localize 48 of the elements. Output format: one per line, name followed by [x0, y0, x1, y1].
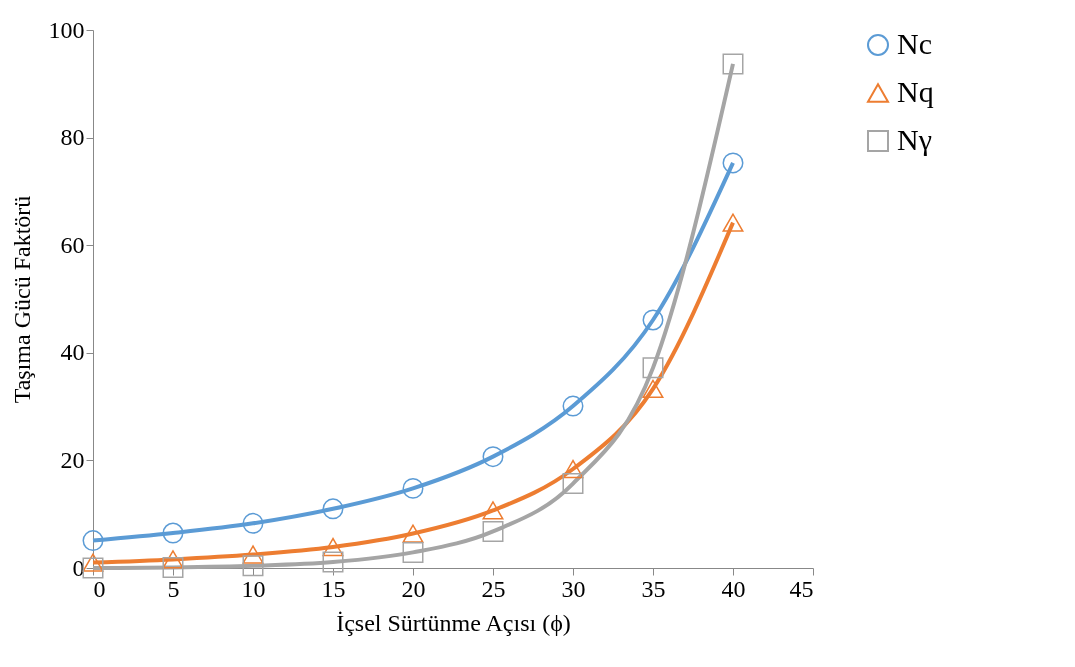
x-tick-label: 0 — [93, 575, 106, 602]
point — [82, 530, 104, 552]
x-axis-title: İçsel Sürtünme Açısı (ϕ) — [336, 609, 571, 636]
y-tick-label: 40 — [60, 339, 85, 366]
y-tick-label: 100 — [48, 16, 85, 43]
point — [482, 501, 504, 520]
x-tick-label: 35 — [641, 575, 666, 602]
point — [562, 395, 584, 417]
point — [322, 537, 344, 557]
x-tick-label: 15 — [321, 575, 346, 602]
point — [482, 520, 504, 542]
point — [562, 473, 584, 495]
x-tick-label: 45 — [789, 575, 814, 602]
point — [722, 152, 744, 174]
point — [322, 498, 344, 520]
x-tick-label: 30 — [561, 575, 586, 602]
point — [162, 550, 184, 569]
point — [482, 446, 504, 468]
point — [722, 53, 744, 75]
y-tick-label: 80 — [60, 124, 85, 151]
point — [722, 213, 744, 232]
point — [402, 524, 424, 543]
point — [642, 309, 664, 331]
y-tick-label: 20 — [60, 446, 85, 473]
point — [642, 379, 664, 399]
x-tick-label: 20 — [401, 575, 426, 602]
legend-label: Nq — [897, 75, 934, 108]
point — [82, 553, 104, 572]
legend-label: Nc — [897, 27, 932, 60]
point — [242, 555, 264, 577]
x-tick-label: 10 — [241, 575, 266, 602]
x-tick-label: 5 — [167, 575, 180, 602]
point — [82, 557, 104, 579]
y-axis-title: Taşıma Gücü Faktörü — [8, 195, 35, 404]
point — [242, 512, 264, 534]
point — [642, 357, 664, 379]
point — [402, 477, 424, 499]
point — [402, 541, 424, 563]
y-tick-label: 60 — [60, 231, 85, 258]
point — [162, 556, 184, 578]
point — [322, 551, 344, 573]
point — [562, 459, 584, 479]
x-tick-label: 25 — [481, 575, 506, 602]
point — [162, 522, 184, 544]
point — [242, 545, 264, 564]
legend-label: Nγ — [897, 123, 932, 156]
y-tick-label: 0 — [72, 554, 85, 581]
x-tick-label: 40 — [721, 575, 746, 602]
